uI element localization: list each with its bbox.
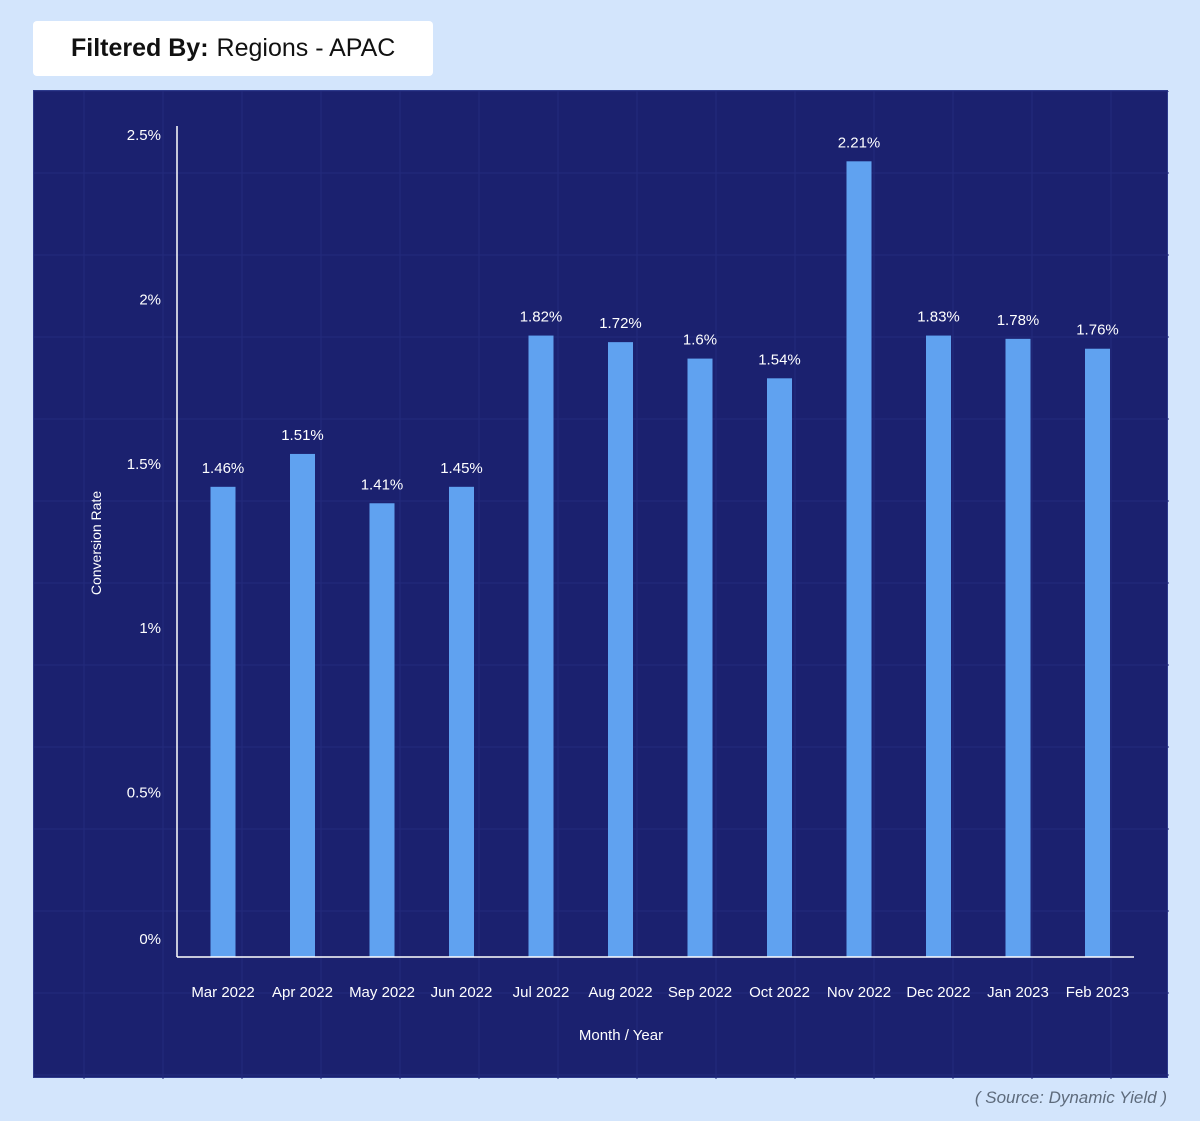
bars (210, 161, 1110, 958)
background-grid (34, 91, 1169, 1079)
bar (846, 161, 872, 957)
y-axis-ticks: 0% 0.5% 1% 1.5% 2% 2.5% (127, 127, 161, 948)
bar-value-label: 1.41% (361, 476, 404, 493)
bar (767, 378, 792, 957)
x-tick-label: Jan 2023 (987, 984, 1049, 1001)
bar-value-label: 1.72% (599, 315, 642, 332)
bar-value-label: 1.51% (281, 427, 324, 444)
bar (1005, 338, 1031, 957)
x-tick-label: Dec 2022 (906, 984, 970, 1001)
x-tick-label: Aug 2022 (588, 984, 652, 1001)
source-note: ( Source: Dynamic Yield ) (974, 1088, 1167, 1107)
bar (290, 453, 315, 957)
x-tick-label: Sep 2022 (668, 984, 732, 1001)
x-tick-label: Mar 2022 (191, 984, 254, 1001)
x-tick-label: Oct 2022 (749, 984, 810, 1001)
bar-value-label: 1.82% (520, 309, 563, 326)
data-labels: 1.46% 1.51% 1.41% 1.45% 1.82% 1.72% 1.6% 1.54% 2… (202, 134, 1119, 493)
bar-value-label: 1.78% (997, 312, 1040, 329)
bar (926, 335, 951, 957)
x-tick-label: Jul 2022 (513, 984, 570, 1001)
y-tick-label: 1.5% (127, 456, 161, 473)
bar (528, 335, 554, 957)
bar-value-label: 1.76% (1076, 322, 1119, 339)
bar (1085, 348, 1110, 958)
x-tick-label: May 2022 (349, 984, 415, 1001)
bar (449, 486, 474, 957)
y-tick-label: 0.5% (127, 785, 161, 802)
bar-value-label: 1.83% (917, 309, 960, 326)
x-tick-label: Jun 2022 (431, 984, 493, 1001)
bar (369, 503, 395, 957)
filter-value: Regions - APAC (216, 34, 396, 62)
x-axis-ticks: Mar 2022 Apr 2022 May 2022 Jun 2022 Jul 2022… (191, 984, 1129, 1001)
bar-value-label: 1.46% (202, 460, 245, 477)
x-axis-title: Month / Year (579, 1027, 663, 1044)
y-tick-label: 2% (139, 291, 161, 308)
y-tick-label: 1% (139, 620, 161, 637)
bar-value-label: 1.6% (683, 332, 717, 349)
chart-panel: 1.46% 1.51% 1.41% 1.45% 1.82% 1.72% 1.6% 1.54% 2… (33, 90, 1169, 1079)
y-tick-label: 2.5% (127, 127, 161, 144)
bar (210, 486, 236, 957)
filter-badge: Filtered By: Regions - APAC (33, 21, 433, 76)
bar-value-label: 1.45% (440, 460, 483, 477)
x-tick-label: Feb 2023 (1066, 984, 1129, 1001)
y-tick-label: 0% (139, 931, 161, 948)
y-axis-title: Conversion Rate (88, 491, 104, 595)
bar-value-label: 1.54% (758, 351, 801, 368)
filter-label: Filtered By: (71, 34, 209, 62)
bar (608, 342, 633, 957)
x-tick-label: Apr 2022 (272, 984, 333, 1001)
bar-value-label: 2.21% (838, 134, 881, 151)
bar-chart: 1.46% 1.51% 1.41% 1.45% 1.82% 1.72% 1.6% 1.54% 2… (34, 91, 1169, 1079)
bar (687, 358, 713, 958)
x-tick-label: Nov 2022 (827, 984, 891, 1001)
